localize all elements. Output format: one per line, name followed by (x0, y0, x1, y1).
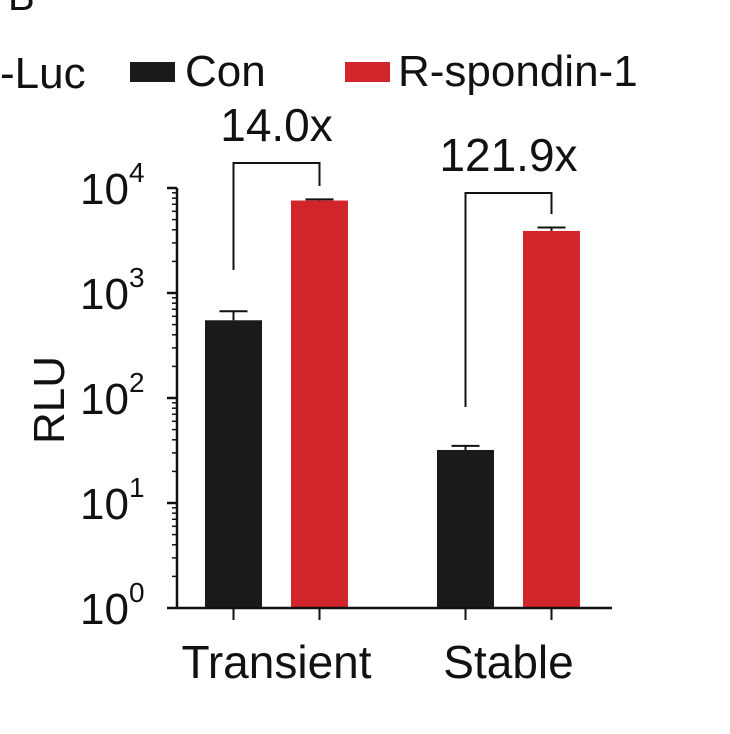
y-tick-label: 102 (80, 367, 145, 424)
y-tick-exponent: 2 (129, 367, 145, 398)
y-tick-base: 10 (80, 375, 129, 424)
y-axis-label: RLU (25, 356, 74, 444)
legend: -Luc Con R-spondin-1 (0, 47, 638, 98)
y-tick-label: 100 (80, 577, 145, 634)
y-tick-base: 10 (80, 270, 129, 319)
fold-change-label: 14.0x (220, 99, 333, 151)
y-tick-label: 103 (80, 262, 145, 319)
brackets: 14.0x 121.9x (220, 99, 578, 407)
panel-letter: B (8, 0, 35, 19)
x-tick-label: Stable (443, 636, 573, 688)
y-tick-label: 104 (80, 157, 145, 214)
bar-R-spondin-1-Stable (523, 230, 580, 608)
legend-prefix: -Luc (0, 49, 86, 98)
y-tick-base: 10 (80, 165, 129, 214)
y-tick-base: 10 (80, 480, 129, 529)
x-axis: Transient Stable (177, 606, 612, 688)
bar-R-spondin-1-Transient (291, 200, 348, 608)
legend-swatch-rspondin (345, 62, 390, 82)
y-tick-exponent: 1 (129, 472, 145, 503)
bar-Con-Stable (437, 449, 494, 608)
bars (205, 198, 580, 608)
fold-change-bracket (232, 162, 321, 270)
y-tick-exponent: 4 (129, 157, 145, 188)
y-tick-exponent: 0 (129, 577, 145, 608)
x-tick-label: Transient (181, 636, 371, 688)
fold-change-label: 121.9x (439, 129, 577, 181)
bar-Con-Transient (205, 320, 262, 608)
y-tick-base: 10 (80, 585, 129, 634)
y-tick-exponent: 3 (129, 262, 145, 293)
y-tick-label: 101 (80, 472, 145, 529)
legend-label-con: Con (185, 47, 266, 96)
legend-label-rspondin: R-spondin-1 (398, 47, 638, 96)
fold-change-bracket (464, 192, 553, 407)
legend-swatch-con (130, 62, 175, 82)
